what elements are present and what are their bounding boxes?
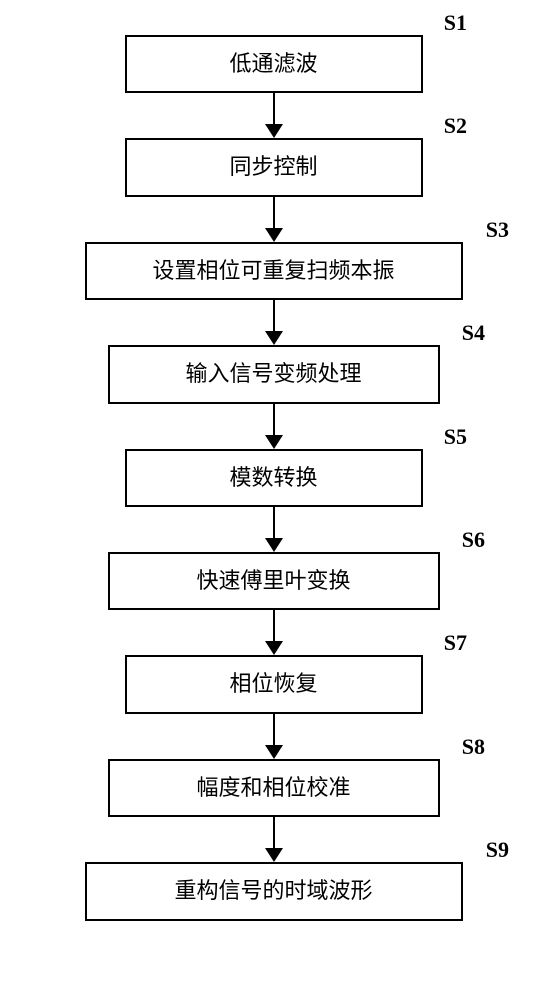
arrow-down-icon [265, 817, 283, 862]
arrow-down-icon [265, 404, 283, 449]
arrow-down-icon [265, 610, 283, 655]
step-row: 相位恢复S7 [0, 655, 547, 713]
step-box: 幅度和相位校准 [108, 759, 440, 817]
arrow-head [265, 745, 283, 759]
step-box: 快速傅里叶变换 [108, 552, 440, 610]
step-label: S2 [444, 113, 467, 139]
step-row: 输入信号变频处理S4 [0, 345, 547, 403]
arrow-line [273, 507, 275, 539]
arrow-line [273, 714, 275, 746]
arrow-head [265, 538, 283, 552]
step-text: 相位恢复 [229, 671, 317, 697]
step-row: 重构信号的时域波形S9 [0, 862, 547, 920]
arrow-line [273, 300, 275, 332]
step-label: S3 [486, 217, 509, 243]
arrow-down-icon [265, 300, 283, 345]
step-label: S4 [462, 320, 485, 346]
arrow-head [265, 641, 283, 655]
flowchart-container: 低通滤波S1同步控制S2设置相位可重复扫频本振S3输入信号变频处理S4模数转换S… [0, 35, 547, 921]
arrow-head [265, 435, 283, 449]
step-text: 低通滤波 [229, 51, 317, 77]
step-row: 模数转换S5 [0, 449, 547, 507]
step-box: 模数转换 [125, 449, 423, 507]
arrow-down-icon [265, 507, 283, 552]
step-label: S8 [462, 734, 485, 760]
arrow-line [273, 404, 275, 436]
arrow-line [273, 93, 275, 125]
step-row: 低通滤波S1 [0, 35, 547, 93]
step-box: 低通滤波 [125, 35, 423, 93]
arrow-head [265, 848, 283, 862]
step-label: S6 [462, 527, 485, 553]
step-label: S9 [486, 837, 509, 863]
arrow-head [265, 124, 283, 138]
arrow-head [265, 331, 283, 345]
step-box: 输入信号变频处理 [108, 345, 440, 403]
step-text: 同步控制 [229, 154, 317, 180]
step-row: 设置相位可重复扫频本振S3 [0, 242, 547, 300]
step-box: 相位恢复 [125, 655, 423, 713]
step-text: 设置相位可重复扫频本振 [152, 258, 394, 284]
arrow-line [273, 817, 275, 849]
arrow-down-icon [265, 197, 283, 242]
step-text: 输入信号变频处理 [185, 361, 361, 387]
step-label: S1 [444, 10, 467, 36]
step-label: S5 [444, 424, 467, 450]
arrow-head [265, 228, 283, 242]
step-label: S7 [444, 630, 467, 656]
step-row: 幅度和相位校准S8 [0, 759, 547, 817]
arrow-down-icon [265, 714, 283, 759]
step-box: 同步控制 [125, 138, 423, 196]
arrow-down-icon [265, 93, 283, 138]
arrow-line [273, 610, 275, 642]
step-text: 重构信号的时域波形 [174, 878, 372, 904]
step-text: 快速傅里叶变换 [196, 568, 350, 594]
step-box: 重构信号的时域波形 [85, 862, 463, 920]
step-box: 设置相位可重复扫频本振 [85, 242, 463, 300]
step-row: 同步控制S2 [0, 138, 547, 196]
step-row: 快速傅里叶变换S6 [0, 552, 547, 610]
step-text: 幅度和相位校准 [196, 775, 350, 801]
arrow-line [273, 197, 275, 229]
step-text: 模数转换 [229, 465, 317, 491]
